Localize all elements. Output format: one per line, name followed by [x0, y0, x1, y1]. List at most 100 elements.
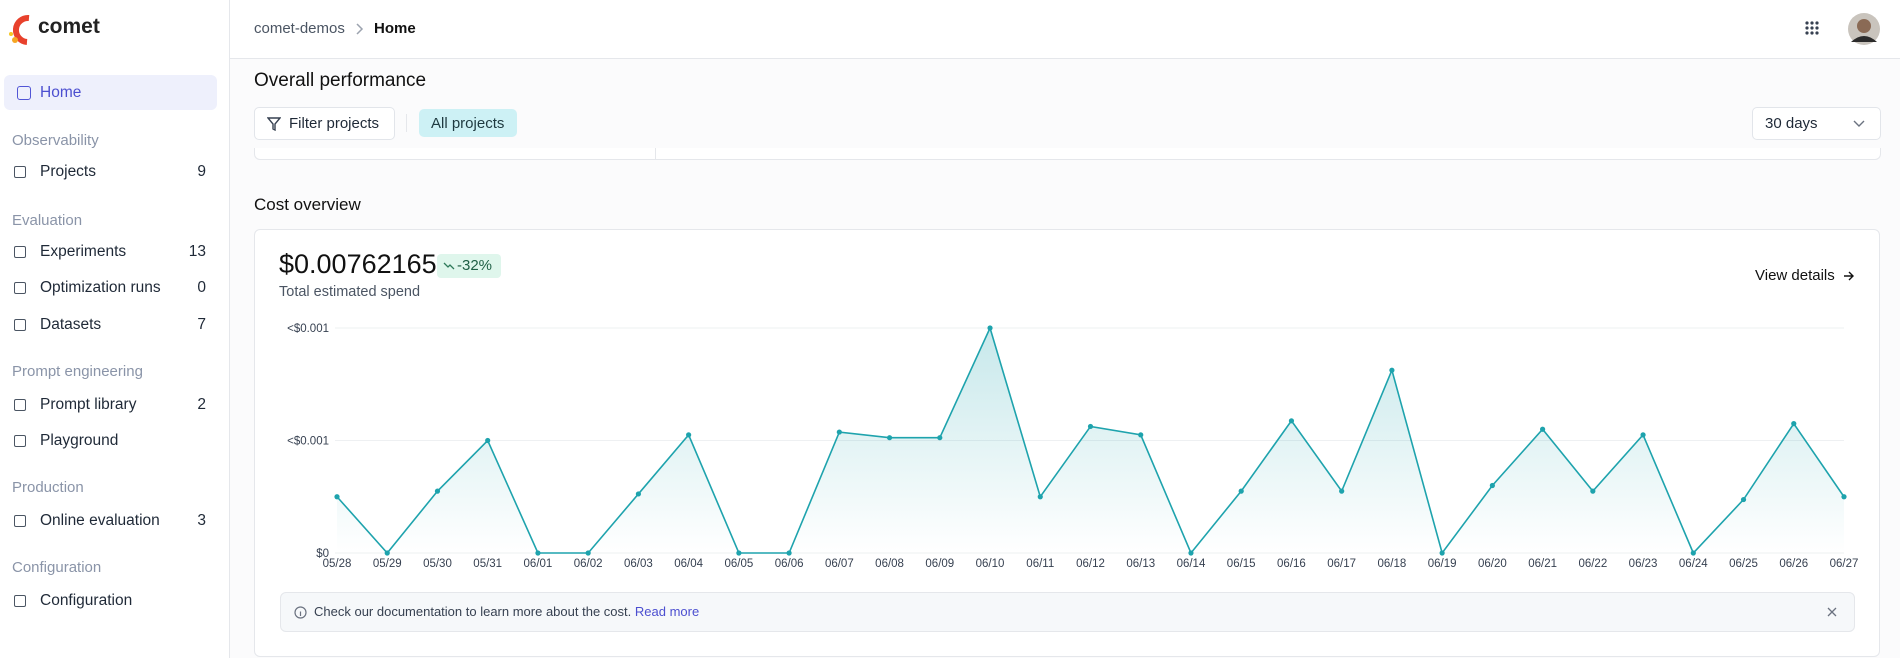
nav-item[interactable]: Datasets 7: [4, 308, 217, 342]
nav-label: Datasets: [40, 316, 102, 333]
data-point: [585, 550, 591, 556]
info-text: Check our documentation to learn more ab…: [314, 604, 699, 619]
nav-home[interactable]: Home: [4, 75, 217, 110]
data-point: [1439, 550, 1445, 556]
data-point: [535, 550, 541, 556]
nav-item[interactable]: Prompt library 2: [4, 388, 217, 422]
nav-label: Home: [40, 84, 82, 101]
breadcrumb[interactable]: comet-demos: [254, 20, 345, 37]
trend-icon: [443, 262, 455, 270]
data-point: [786, 550, 792, 556]
x-tick-label: 06/20: [1478, 558, 1507, 570]
x-tick-label: 06/22: [1578, 558, 1607, 570]
range-select[interactable]: 30 days: [1752, 107, 1881, 140]
x-tick-label: 06/15: [1227, 558, 1256, 570]
cost-card: [254, 229, 1880, 657]
x-tick-label: 06/21: [1528, 558, 1557, 570]
x-tick-label: 06/11: [1026, 558, 1054, 570]
x-tick-label: 06/27: [1830, 558, 1859, 570]
logo-icon: [9, 14, 30, 45]
x-tick-label: 06/10: [976, 558, 1005, 570]
data-point: [1339, 488, 1345, 494]
page-title: Overall performance: [254, 70, 427, 91]
data-point: [434, 488, 441, 494]
x-tick-label: 06/25: [1729, 558, 1758, 570]
nav-item[interactable]: Experiments 13: [4, 235, 217, 269]
x-tick-label: 06/13: [1126, 558, 1155, 570]
data-point: [1640, 432, 1646, 438]
sidebar: comet Home Observability Projects 9 Evaluat…: [0, 0, 230, 658]
close-icon[interactable]: [1827, 607, 1837, 617]
data-point: [1841, 494, 1847, 500]
data-point: [1288, 418, 1295, 424]
total-label: Total estimated spend: [279, 284, 421, 300]
data-point: [1540, 426, 1546, 432]
nav-count: 0: [197, 279, 206, 296]
x-tick-label: 06/01: [524, 558, 553, 570]
nav-label: Configuration: [40, 592, 133, 609]
nav-count: 7: [197, 316, 206, 333]
filter-button[interactable]: Filter projects: [254, 107, 395, 140]
nav-label: Prompt library: [40, 396, 137, 413]
data-point: [1590, 488, 1596, 494]
nav-count: 13: [188, 243, 206, 260]
total-cost: $0.00762165: [279, 249, 437, 279]
data-point: [384, 550, 390, 556]
project-chip[interactable]: All projects: [419, 109, 517, 137]
info-link[interactable]: Read more: [634, 604, 700, 619]
change-badge: -32%: [437, 254, 501, 278]
view-details[interactable]: View details: [1755, 267, 1835, 284]
info-icon: [294, 606, 307, 619]
y-tick-label: <$0.001: [287, 323, 329, 335]
nav-item[interactable]: Optimization runs 0: [4, 271, 217, 305]
nav-icon: [14, 399, 26, 411]
nav-label: Playground: [40, 432, 119, 449]
nav-item[interactable]: Configuration: [4, 584, 217, 618]
nav-icon: [14, 435, 26, 447]
data-point: [1489, 482, 1495, 489]
data-point: [1690, 550, 1696, 556]
data-point: [937, 435, 943, 441]
nav-label: Online evaluation: [40, 512, 160, 529]
change-value: -32%: [457, 257, 493, 274]
apps-icon[interactable]: [1804, 20, 1820, 36]
x-tick-label: 06/12: [1076, 558, 1105, 570]
x-tick-label: 06/06: [775, 558, 804, 570]
x-tick-label: 06/19: [1428, 558, 1457, 570]
arrow-icon: [1844, 271, 1854, 281]
nav-label: Experiments: [40, 243, 127, 260]
x-tick-label: 05/29: [373, 558, 402, 570]
x-tick-label: 05/28: [323, 558, 352, 570]
data-point: [1188, 550, 1194, 556]
x-tick-label: 06/23: [1629, 558, 1658, 570]
data-point: [635, 491, 642, 497]
y-tick-label: $0: [316, 548, 329, 560]
x-tick-label: 06/03: [624, 558, 653, 570]
section-title: Cost overview: [254, 195, 361, 214]
nav-icon: [14, 595, 26, 607]
top-bar: comet-demos Home: [230, 0, 1900, 59]
nav-item[interactable]: Playground: [4, 424, 217, 458]
data-point: [1138, 432, 1144, 438]
nav-label: Optimization runs: [40, 279, 161, 296]
breadcrumb-current: Home: [374, 20, 416, 37]
nav-item[interactable]: Projects 9: [4, 155, 217, 189]
x-tick-label: 06/24: [1679, 558, 1708, 570]
x-tick-label: 06/07: [825, 558, 854, 570]
data-point: [886, 435, 893, 441]
x-tick-label: 05/30: [423, 558, 452, 570]
section-title: Prompt engineering: [12, 363, 143, 380]
filter-icon: [267, 117, 281, 131]
nav-icon: [14, 319, 26, 331]
data-point: [736, 550, 742, 556]
data-point: [1037, 494, 1043, 500]
data-point: [334, 494, 340, 500]
x-tick-label: 06/18: [1378, 558, 1407, 570]
nav-count: 2: [197, 396, 206, 413]
avatar[interactable]: [1847, 12, 1881, 46]
nav-item[interactable]: Online evaluation 3: [4, 504, 217, 538]
data-point: [1238, 488, 1244, 494]
x-tick-label: 06/17: [1327, 558, 1356, 570]
